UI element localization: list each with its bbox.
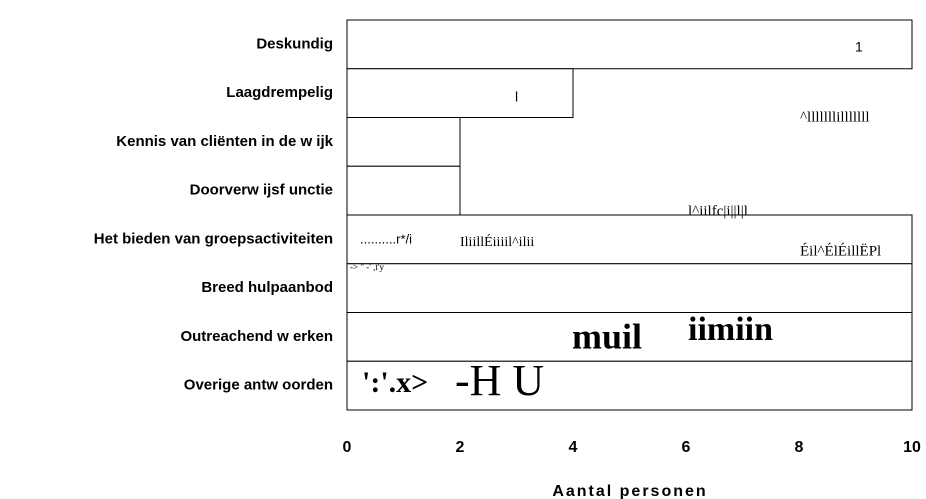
x-axis-label: Aantal personen bbox=[552, 483, 707, 499]
bar bbox=[346, 263, 913, 313]
category-label: Breed hulpaanbod bbox=[201, 279, 333, 296]
bar bbox=[346, 68, 574, 118]
x-tick-label: 8 bbox=[795, 439, 804, 456]
annotation: l^iilfc|i||l|l bbox=[688, 203, 748, 219]
x-tick-label: 6 bbox=[682, 439, 691, 456]
x-tick-label: 2 bbox=[456, 439, 465, 456]
annotation: Éil^ÉlÉillËPl bbox=[800, 242, 881, 259]
bar bbox=[346, 117, 461, 167]
category-label: Laagdrempelig bbox=[226, 84, 333, 101]
category-label: Overige antw oorden bbox=[184, 377, 333, 394]
annotation: muil bbox=[572, 316, 642, 356]
bar bbox=[346, 312, 913, 362]
bar bbox=[346, 165, 461, 216]
annotation: iimiin bbox=[688, 311, 773, 348]
annotation: ^lllllllilllllll bbox=[800, 109, 870, 125]
category-label: Doorverw ijsf unctie bbox=[190, 182, 333, 199]
annotation: l bbox=[515, 89, 518, 105]
annotation: -H U bbox=[455, 356, 544, 405]
category-label: Het bieden van groepsactiviteiten bbox=[94, 230, 333, 247]
bar bbox=[346, 360, 913, 411]
x-tick-label: 0 bbox=[343, 439, 352, 456]
bar bbox=[346, 214, 913, 265]
annotation: 1 bbox=[855, 39, 863, 55]
annotation: ':'.x> bbox=[362, 366, 428, 399]
x-tick-label: 4 bbox=[569, 439, 578, 456]
annotation: ..........r*/i bbox=[360, 231, 412, 246]
annotation: -> " -' ,t'y bbox=[350, 262, 384, 272]
category-label: Outreachend w erken bbox=[180, 328, 333, 345]
annotation: IliillÉiiiil^ilii bbox=[460, 233, 534, 250]
category-label: Deskundig bbox=[256, 35, 333, 52]
category-label: Kennis van cliënten in de w ijk bbox=[116, 133, 333, 150]
bar bbox=[346, 19, 913, 70]
x-tick-label: 10 bbox=[903, 439, 921, 456]
